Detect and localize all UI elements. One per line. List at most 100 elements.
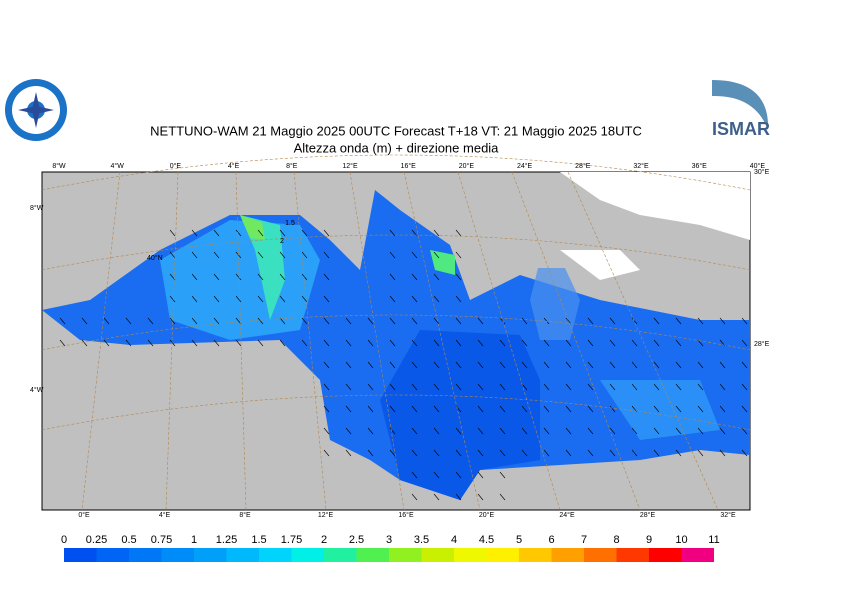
direction-arrow	[697, 449, 704, 457]
direction-arrow	[499, 339, 506, 347]
direction-arrow	[279, 295, 286, 303]
direction-arrow	[191, 229, 198, 237]
colorbar-label: 1.25	[216, 534, 237, 546]
colorbar-label: 4.5	[479, 534, 494, 546]
direction-arrow	[565, 449, 572, 457]
direction-arrow	[323, 427, 330, 435]
direction-arrow	[323, 383, 330, 391]
direction-arrow	[631, 339, 638, 347]
direction-arrow	[499, 493, 506, 501]
colorbar-label: 10	[675, 534, 687, 546]
graticule-label: 16°E	[398, 511, 414, 519]
direction-arrow	[367, 449, 374, 457]
direction-arrow	[697, 405, 704, 413]
graticule-label: 36°E	[692, 162, 708, 170]
colorbar-label: 6	[548, 534, 554, 546]
direction-arrow	[345, 405, 352, 413]
direction-arrow	[301, 317, 308, 325]
direction-arrow	[411, 427, 418, 435]
colorbar-label: 5	[516, 534, 522, 546]
direction-arrow	[191, 273, 198, 281]
direction-arrow	[697, 361, 704, 369]
direction-arrow	[59, 317, 66, 325]
graticule-label: 28°E	[754, 340, 770, 348]
graticule-label: 4°W	[111, 162, 125, 170]
colorbar-label: 0.5	[121, 534, 136, 546]
direction-arrow	[587, 405, 594, 413]
subtitle: Altezza onda (m) + direzione media	[294, 140, 500, 155]
direction-arrow	[279, 251, 286, 259]
colorbar-box	[486, 548, 519, 562]
direction-arrow	[323, 295, 330, 303]
direction-arrow	[389, 405, 396, 413]
direction-arrow	[389, 251, 396, 259]
colorbar-box	[226, 548, 259, 562]
direction-arrow	[433, 383, 440, 391]
direction-arrow	[741, 339, 748, 347]
graticule-label: 40°E	[750, 162, 766, 170]
direction-arrow	[81, 339, 88, 347]
direction-arrow	[257, 273, 264, 281]
colorbar-label: 3.5	[414, 534, 429, 546]
direction-arrow	[543, 317, 550, 325]
direction-arrow	[543, 383, 550, 391]
direction-arrow	[235, 317, 242, 325]
direction-arrow	[279, 339, 286, 347]
direction-arrow	[257, 229, 264, 237]
graticule-label: 12°E	[342, 162, 358, 170]
direction-arrow	[675, 449, 682, 457]
direction-arrow	[543, 427, 550, 435]
direction-arrow	[257, 339, 264, 347]
direction-arrow	[235, 295, 242, 303]
direction-arrow	[169, 339, 176, 347]
direction-arrow	[345, 383, 352, 391]
direction-arrow	[367, 317, 374, 325]
direction-arrow	[147, 339, 154, 347]
direction-arrow	[675, 383, 682, 391]
direction-arrow	[389, 383, 396, 391]
graticule-label: 28°E	[640, 511, 656, 519]
direction-arrow	[587, 383, 594, 391]
direction-arrow	[675, 405, 682, 413]
direction-arrow	[499, 405, 506, 413]
direction-arrow	[653, 405, 660, 413]
colorbar-box	[129, 548, 162, 562]
graticule-label: 4°W	[30, 386, 44, 394]
graticule-label: 40°N	[147, 254, 163, 262]
colorbar-label: 8	[613, 534, 619, 546]
direction-arrow	[697, 383, 704, 391]
direction-arrow	[499, 471, 506, 479]
graticule-label: 8°W	[52, 162, 66, 170]
direction-arrow	[301, 251, 308, 259]
direction-arrow	[191, 251, 198, 259]
direction-arrow	[213, 317, 220, 325]
direction-arrow	[103, 339, 110, 347]
direction-arrow	[235, 339, 242, 347]
colorbar-label: 1	[191, 534, 197, 546]
direction-arrow	[367, 427, 374, 435]
direction-arrow	[609, 361, 616, 369]
direction-arrow	[499, 427, 506, 435]
direction-arrow	[433, 295, 440, 303]
direction-arrow	[477, 427, 484, 435]
direction-arrow	[741, 317, 748, 325]
direction-arrow	[147, 317, 154, 325]
colorbar-box	[584, 548, 617, 562]
direction-arrow	[565, 427, 572, 435]
direction-arrow	[213, 339, 220, 347]
colorbar-box	[454, 548, 487, 562]
direction-arrow	[257, 317, 264, 325]
direction-arrow	[433, 251, 440, 259]
direction-arrow	[631, 383, 638, 391]
direction-arrow	[323, 405, 330, 413]
direction-arrow	[609, 317, 616, 325]
direction-arrow	[587, 427, 594, 435]
direction-arrow	[213, 295, 220, 303]
direction-arrow	[455, 427, 462, 435]
direction-arrow	[455, 251, 462, 259]
graticule-label: 30°E	[754, 168, 770, 176]
direction-arrow	[125, 339, 132, 347]
direction-arrow	[59, 339, 66, 347]
direction-arrow	[81, 317, 88, 325]
direction-arrow	[257, 295, 264, 303]
